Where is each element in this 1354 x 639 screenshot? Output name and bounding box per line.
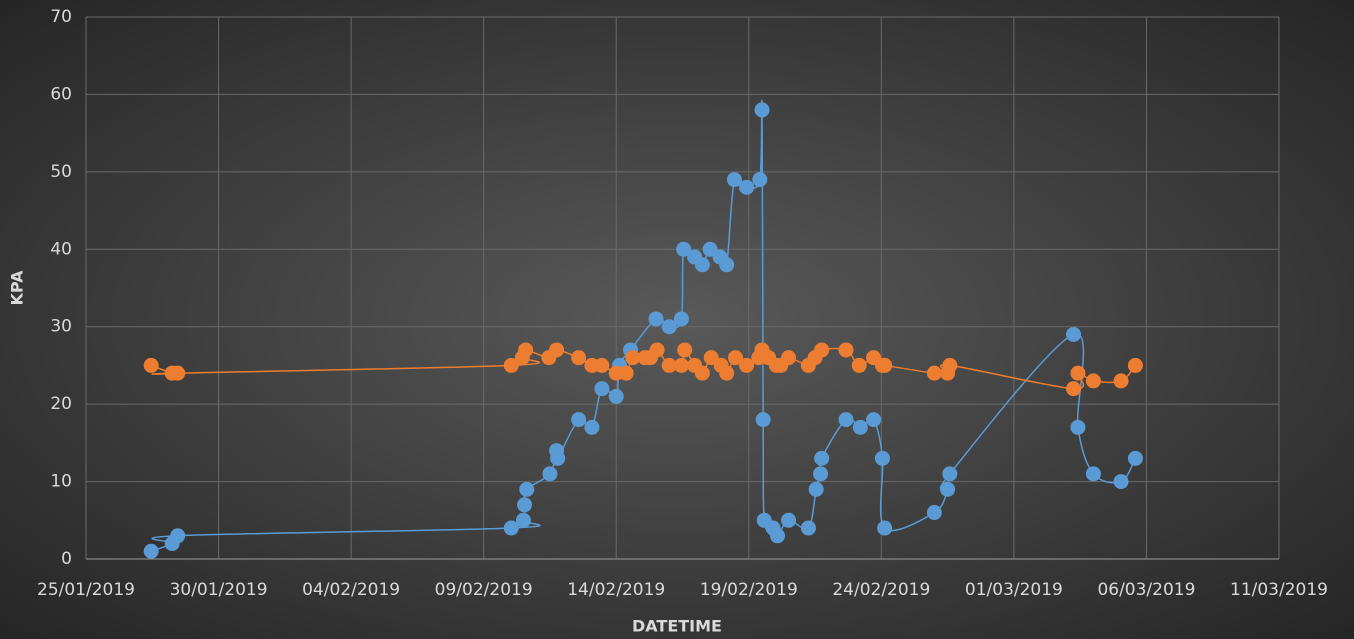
data-point [877,520,893,536]
data-point [866,412,882,428]
data-point [594,357,610,373]
y-tick-label: 30 [50,317,72,337]
plot-area [143,99,1143,559]
x-tick-label: 01/03/2019 [965,580,1063,600]
data-point [571,412,587,428]
data-point [1066,381,1082,397]
data-point [838,412,854,428]
x-tick-label: 24/02/2019 [832,580,930,600]
data-point [1113,474,1129,490]
data-point [549,342,565,358]
data-point [739,179,755,195]
data-point [728,350,744,366]
data-point [752,172,768,188]
data-point [942,466,958,482]
data-point [1113,373,1129,389]
data-point [1070,365,1086,381]
data-point [877,357,893,373]
data-point [503,357,519,373]
data-point [515,512,531,528]
x-tick-label: 04/02/2019 [302,580,400,600]
x-tick-label: 06/03/2019 [1097,580,1195,600]
data-point [694,257,710,273]
data-point [661,319,677,335]
y-tick-label: 40 [50,239,72,259]
y-tick-label: 0 [61,549,72,569]
data-point [719,365,735,381]
x-tick-label: 09/02/2019 [435,580,533,600]
data-point [781,350,797,366]
x-tick-label: 14/02/2019 [567,580,665,600]
data-point [769,528,785,544]
data-point [940,481,956,497]
data-point [618,365,634,381]
data-point [571,350,587,366]
x-axis-title: DATETIME [632,617,722,636]
x-tick-label: 19/02/2019 [700,580,798,600]
data-point [926,505,942,521]
data-point [754,102,770,118]
data-point [676,241,692,257]
data-point [808,481,824,497]
data-point [719,257,735,273]
data-point [584,419,600,435]
data-point [1127,450,1143,466]
data-point [143,357,159,373]
y-tick-label: 10 [50,472,72,492]
data-point [942,357,958,373]
data-point [625,350,641,366]
data-point [814,450,830,466]
y-tick-label: 70 [50,7,72,27]
data-point [673,357,689,373]
y-tick-label: 60 [50,84,72,104]
data-point [852,419,868,435]
data-point [170,365,186,381]
data-point [550,450,566,466]
data-point [503,520,519,536]
data-point [1066,326,1082,342]
data-point [755,412,771,428]
data-point [170,528,186,544]
data-point [800,520,816,536]
data-point [1085,466,1101,482]
data-point [649,342,665,358]
data-point [517,497,533,513]
data-point [874,450,890,466]
data-point [1127,357,1143,373]
data-point [781,512,797,528]
data-point [594,381,610,397]
data-point [519,481,535,497]
data-point [694,365,710,381]
data-point [608,388,624,404]
data-point [814,342,830,358]
data-point [1070,419,1086,435]
x-tick-label: 30/01/2019 [170,580,268,600]
data-point [851,357,867,373]
data-point [677,342,693,358]
y-tick-label: 20 [50,394,72,414]
data-point [726,172,742,188]
y-axis-title: KPA [8,270,27,306]
data-point [518,342,534,358]
data-point [739,357,755,373]
data-point [813,466,829,482]
data-point [673,311,689,327]
x-tick-label: 25/01/2019 [37,580,135,600]
x-tick-label: 11/03/2019 [1230,580,1328,600]
data-point [661,357,677,373]
data-point [1085,373,1101,389]
data-point [926,365,942,381]
y-tick-label: 50 [50,162,72,182]
data-point [648,311,664,327]
grid: 0 10 20 30 40 50 60 70 25/01/2019 30/01/2019 04/02… [37,7,1328,600]
data-point [542,466,558,482]
data-point [143,543,159,559]
data-point [838,342,854,358]
